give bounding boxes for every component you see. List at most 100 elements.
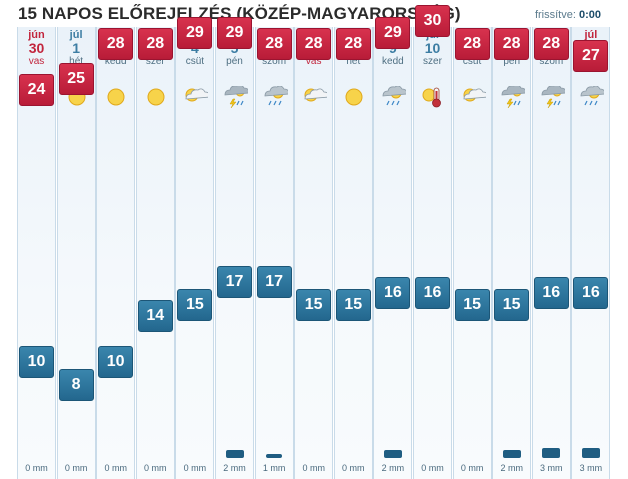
day-column: júl9kedd29162 mm xyxy=(373,16,413,479)
max-temp-badge: 28 xyxy=(494,28,530,60)
max-temp-badge: 29 xyxy=(177,16,213,49)
precipitation-label: 0 mm xyxy=(421,463,444,473)
min-temp-badge: 15 xyxy=(177,288,213,321)
weekday-label: szom xyxy=(539,56,564,67)
weekday-label: kedd xyxy=(382,56,404,67)
day-column: júl6szom28171 mm xyxy=(254,27,294,479)
day-column: júl5pén29172 mm xyxy=(215,16,254,479)
weekday-label: szer xyxy=(145,56,165,67)
thunderstorm-icon xyxy=(499,84,527,109)
day-column: júl3szer28140 mm xyxy=(135,27,175,479)
weekday-label: pén xyxy=(226,56,243,67)
max-temp-badge: 30 xyxy=(415,5,450,37)
max-temp-badge: 28 xyxy=(256,28,292,60)
day-number: 10 xyxy=(424,40,441,56)
min-temp-badge: 10 xyxy=(98,346,134,378)
partly-cloudy-icon xyxy=(182,86,211,108)
min-temp-badge: 16 xyxy=(415,277,450,309)
rain-shower-icon xyxy=(380,85,408,108)
precipitation-label: 3 mm xyxy=(540,463,563,473)
day-column: júl8hét28150 mm xyxy=(333,27,373,479)
precipitation-label: 0 mm xyxy=(25,463,48,473)
day-column: jún 30 vas 24 10 0 mm xyxy=(17,27,56,479)
sunny-icon xyxy=(143,86,169,108)
month-label: júl xyxy=(584,29,598,41)
updated-info: frissítve: 0:00 xyxy=(535,9,601,21)
thunderstorm-icon xyxy=(222,84,250,109)
weekday-label: szer xyxy=(423,56,442,67)
min-temp-badge: 15 xyxy=(335,288,371,321)
precipitation-label: 2 mm xyxy=(223,463,246,473)
weekday-label: szom xyxy=(262,56,287,67)
max-temp-badge: 25 xyxy=(58,62,94,95)
day-column: júl12pén28152 mm xyxy=(492,27,532,479)
forecast-header: 15 NAPOS ELŐREJELZÉS (KÖZÉP-MAGYARORSZÁG… xyxy=(0,0,628,26)
updated-time: 0:00 xyxy=(578,9,601,21)
precipitation-bar xyxy=(225,450,244,458)
min-temp-badge: 17 xyxy=(217,265,252,298)
max-temp-badge: 28 xyxy=(335,28,371,60)
page-title: 15 NAPOS ELŐREJELZÉS (KÖZÉP-MAGYARORSZÁG… xyxy=(18,4,461,23)
precipitation-label: 0 mm xyxy=(460,463,484,473)
day-header: júl 1 hét xyxy=(58,27,95,68)
weekday-label: kedd xyxy=(104,56,127,67)
precipitation-label: 0 mm xyxy=(342,463,365,473)
precipitation-bar xyxy=(383,450,402,458)
day-number: 1 xyxy=(72,40,80,56)
heat-thermometer-icon xyxy=(420,86,446,108)
sunny-icon xyxy=(341,86,367,108)
weekday-label: csüt xyxy=(462,56,482,67)
max-temp-badge: 24 xyxy=(19,74,54,106)
day-number: 30 xyxy=(28,40,45,56)
precipitation-label: 0 mm xyxy=(64,463,88,473)
min-temp-badge: 8 xyxy=(58,369,94,401)
day-column: júl 1 hét 25 8 0 mm xyxy=(56,27,96,479)
max-temp-badge: 28 xyxy=(533,28,569,60)
month-label: jún xyxy=(28,29,45,41)
precipitation-label: 2 mm xyxy=(500,463,523,473)
weekday-label: vas xyxy=(305,56,322,67)
day-column: júl11csüt28150 mm xyxy=(452,27,492,479)
max-temp-badge: 29 xyxy=(217,16,252,49)
month-label: júl xyxy=(69,29,83,41)
max-temp-badge: 28 xyxy=(296,28,332,60)
precipitation-label: 0 mm xyxy=(183,463,207,473)
min-temp-badge: 16 xyxy=(533,277,569,309)
weekday-label: pén xyxy=(503,56,521,67)
day-column: júl14vas27163 mm xyxy=(571,27,611,479)
min-temp-badge: 10 xyxy=(19,346,54,378)
partly-cloudy-icon xyxy=(460,86,488,108)
updated-label: frissítve: xyxy=(534,9,576,21)
min-temp-badge: 16 xyxy=(573,277,609,309)
max-temp-badge: 27 xyxy=(573,39,609,72)
min-temp-badge: 16 xyxy=(375,277,411,309)
sunny-icon xyxy=(103,86,129,108)
day-column: júl13szom28163 mm xyxy=(531,27,571,479)
thunderstorm-icon xyxy=(539,84,567,109)
precipitation-label: 1 mm xyxy=(262,463,286,473)
max-temp-badge: 28 xyxy=(98,28,134,60)
precipitation-label: 0 mm xyxy=(302,463,325,473)
precipitation-bar xyxy=(581,448,600,458)
min-temp-badge: 14 xyxy=(137,300,173,332)
min-temp-badge: 17 xyxy=(256,265,292,298)
weekday-label: vas xyxy=(28,56,45,67)
rain-shower-icon xyxy=(578,85,606,108)
day-header: jún 30 vas xyxy=(18,27,55,68)
day-column: júl7vas28150 mm xyxy=(294,27,334,479)
partly-cloudy-icon xyxy=(301,86,330,108)
weekday-label: hét xyxy=(346,56,361,67)
weekday-label: csüt xyxy=(185,56,205,67)
precipitation-bar xyxy=(266,454,283,458)
precipitation-label: 0 mm xyxy=(104,463,127,473)
min-temp-badge: 15 xyxy=(296,288,332,321)
rain-shower-icon xyxy=(262,85,289,108)
max-temp-badge: 29 xyxy=(375,16,411,49)
precipitation-label: 0 mm xyxy=(144,463,167,473)
min-temp-badge: 15 xyxy=(494,288,530,321)
precipitation-bar xyxy=(502,450,521,458)
max-temp-badge: 28 xyxy=(454,28,490,60)
weekday-label: hét xyxy=(69,56,84,67)
day-column: júl10szer30160 mm xyxy=(413,5,452,479)
